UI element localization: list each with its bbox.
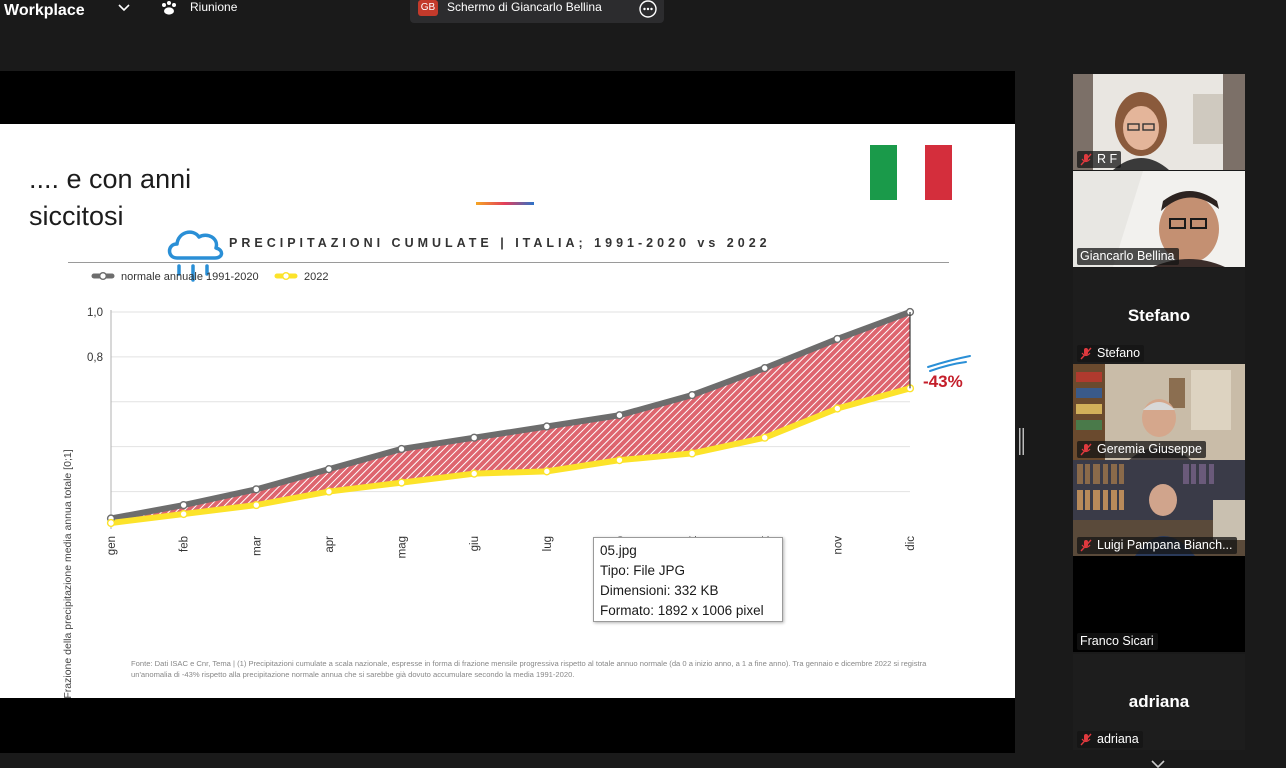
tooltip-file-name: 05.jpg xyxy=(600,543,637,558)
data-point xyxy=(760,364,769,373)
legend-label: normale annuale 1991-2020 xyxy=(121,271,259,283)
tooltip-file-type: Tipo: File JPG xyxy=(600,563,686,578)
data-point xyxy=(106,518,116,528)
data-point xyxy=(833,334,842,344)
screen-share-label: Schermo di Giancarlo Bellina xyxy=(447,0,602,14)
x-tick-label: gen xyxy=(106,536,118,555)
participant-name: Giancarlo Bellina xyxy=(1080,249,1175,263)
anomaly-label: -43% xyxy=(923,372,963,391)
participant-video xyxy=(1073,74,1245,170)
participant-name: adriana xyxy=(1097,732,1139,746)
microphone-muted-icon xyxy=(1080,443,1092,456)
legend-label: 2022 xyxy=(304,271,328,283)
legend-item: 2022 xyxy=(274,271,328,283)
source-note: Fonte: Dati ISAC e Cnr, Tema | (1) Preci… xyxy=(131,659,927,679)
data-point xyxy=(687,390,697,400)
microphone-muted-icon xyxy=(1080,733,1092,746)
participant-panel: R F Giancarlo Bellina Stefano xyxy=(1073,74,1245,750)
app-title: Workplace xyxy=(4,2,85,19)
participant-tile[interactable]: R F xyxy=(1073,74,1245,170)
participant-name-tag: Luigi Pampana Bianch... xyxy=(1077,537,1237,554)
series-line xyxy=(110,385,911,526)
participant-name-tag: R F xyxy=(1077,151,1122,168)
data-point xyxy=(324,487,334,496)
participant-name-tag: Franco Sicari xyxy=(1077,633,1158,650)
shared-screen: .... e con anni siccitosi PRECIPITAZIONI… xyxy=(0,71,1015,753)
data-point xyxy=(252,500,261,510)
presenter-avatar: GB xyxy=(418,0,438,16)
italy-flag-icon xyxy=(870,145,952,200)
y-tick-label: 0,8 xyxy=(87,352,103,364)
x-tick-label: apr xyxy=(324,536,336,553)
participant-name-tag: Giancarlo Bellina xyxy=(1077,248,1179,265)
tooltip-file-size: Dimensioni: 332 KB xyxy=(600,583,719,598)
participant-tile[interactable]: Franco Sicari xyxy=(1073,556,1245,652)
participant-tile[interactable]: Luigi Pampana Bianch... xyxy=(1073,460,1245,556)
x-tick-label: mag xyxy=(397,536,409,558)
chevron-down-icon[interactable] xyxy=(116,0,132,16)
data-point xyxy=(615,411,624,420)
participant-name-tag: Geremia Giuseppe xyxy=(1077,441,1206,458)
data-point xyxy=(397,478,406,487)
microphone-muted-icon xyxy=(1080,539,1092,552)
x-tick-label: giu xyxy=(469,536,481,551)
x-tick-label: lug xyxy=(542,536,554,551)
legend-item: normale annuale 1991-2020 xyxy=(91,271,259,283)
data-point xyxy=(179,509,188,519)
cumulative-precipitation-chart: normale annuale 1991-2020 2022 Frazione d… xyxy=(62,271,971,698)
data-point xyxy=(397,444,406,454)
data-point xyxy=(687,449,697,458)
data-point xyxy=(833,404,842,413)
file-info-tooltip: 05.jpg Tipo: File JPG Dimensioni: 332 KB… xyxy=(593,537,783,622)
x-tick-label: dic xyxy=(905,536,917,551)
data-point xyxy=(470,469,479,478)
participant-tile[interactable]: Stefano Stefano xyxy=(1073,268,1245,364)
microphone-muted-icon xyxy=(1080,347,1092,360)
paw-icon xyxy=(162,1,176,15)
x-tick-label: mar xyxy=(251,536,263,556)
data-point xyxy=(615,456,624,465)
participant-name-tag: Stefano xyxy=(1077,345,1145,362)
swoosh-icon xyxy=(927,355,971,372)
top-bar: Workplace Riunione GB Schermo di Giancar… xyxy=(0,0,1286,26)
x-tick-label: nov xyxy=(832,536,844,555)
data-point xyxy=(542,422,551,431)
x-tick-label: feb xyxy=(179,536,191,552)
meeting-label[interactable]: Riunione xyxy=(190,0,238,14)
participant-name-tag: adriana xyxy=(1077,731,1143,748)
anomaly-area xyxy=(111,312,910,523)
participant-name: R F xyxy=(1097,152,1118,166)
data-point xyxy=(252,485,261,494)
y-axis-label: Frazione della precipitazione media annu… xyxy=(62,449,74,698)
participant-name: Geremia Giuseppe xyxy=(1097,442,1202,456)
participant-display-name: Stefano xyxy=(1127,306,1191,325)
title-divider xyxy=(68,262,949,263)
participant-tile[interactable]: adriana adriana xyxy=(1073,654,1245,750)
screen-share-indicator[interactable]: GB Schermo di Giancarlo Bellina xyxy=(410,0,664,23)
more-options-icon[interactable] xyxy=(639,0,657,18)
participant-tile-active-speaker[interactable]: Giancarlo Bellina xyxy=(1073,171,1245,267)
data-point xyxy=(470,433,479,442)
chevron-down-icon[interactable] xyxy=(1148,758,1168,768)
data-point xyxy=(542,467,551,476)
data-point xyxy=(324,465,334,474)
series-line xyxy=(110,309,912,522)
participant-tile[interactable]: Geremia Giuseppe xyxy=(1073,364,1245,460)
slide-heading: .... e con anni siccitosi xyxy=(29,164,192,231)
rain-cloud-icon xyxy=(167,230,224,282)
participant-name: Franco Sicari xyxy=(1080,634,1154,648)
panel-resize-handle[interactable] xyxy=(1019,428,1024,455)
microphone-muted-icon xyxy=(1080,153,1092,166)
y-tick-label: 1,0 xyxy=(87,307,103,319)
participant-name: Stefano xyxy=(1097,346,1141,360)
accent-divider xyxy=(476,202,534,205)
participant-display-name: adriana xyxy=(1128,692,1190,711)
chart-title: PRECIPITAZIONI CUMULATE | ITALIA; 1991-2… xyxy=(229,236,771,250)
data-point xyxy=(179,500,188,510)
tooltip-file-format: Formato: 1892 x 1006 pixel xyxy=(600,603,764,618)
presentation-slide: .... e con anni siccitosi PRECIPITAZIONI… xyxy=(0,124,1015,698)
data-point xyxy=(760,433,769,442)
participant-name: Luigi Pampana Bianch... xyxy=(1097,538,1233,552)
